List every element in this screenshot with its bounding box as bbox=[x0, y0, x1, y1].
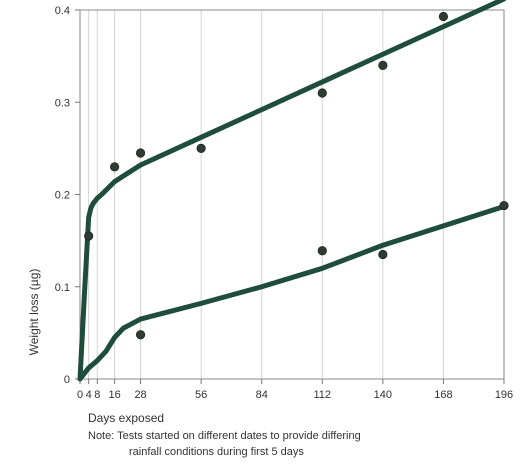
x-tick-label: 140 bbox=[374, 389, 392, 401]
data-point bbox=[499, 200, 509, 211]
x-tick-label: 0 bbox=[77, 389, 83, 401]
data-point bbox=[378, 60, 388, 70]
x-tick-label: 112 bbox=[314, 389, 332, 401]
x-tick-label: 8 bbox=[94, 389, 100, 401]
data-point bbox=[135, 148, 146, 158]
y-tick-label: 0 bbox=[64, 374, 70, 386]
data-point bbox=[196, 143, 206, 153]
data-point bbox=[317, 88, 327, 98]
y-tick-label: 0.4 bbox=[55, 5, 70, 17]
y-axis-title: Weight loss (µg) bbox=[27, 269, 41, 356]
data-point bbox=[317, 246, 327, 256]
x-tick-label: 4 bbox=[86, 389, 92, 401]
x-tick-label: 168 bbox=[434, 389, 452, 401]
y-tick-label: 0.2 bbox=[55, 190, 70, 202]
series-layer bbox=[77, 0, 509, 382]
data-point bbox=[84, 231, 94, 241]
x-tick-label: 28 bbox=[134, 389, 146, 401]
series-line-2 bbox=[77, 203, 507, 382]
x-tick-label: 196 bbox=[495, 389, 513, 401]
data-point bbox=[135, 330, 146, 340]
x-tick-label: 56 bbox=[195, 389, 207, 401]
y-tick-label: 0.1 bbox=[55, 282, 70, 294]
x-tick-label: 84 bbox=[256, 389, 268, 401]
note-line-1: Note: Tests started on different dates t… bbox=[88, 430, 361, 442]
plot-frame bbox=[79, 9, 505, 380]
data-point bbox=[378, 249, 388, 260]
grid-layer bbox=[88, 10, 444, 379]
x-axis-ticks: 0 4 8 16 28 56 84 112 140 168 196 bbox=[77, 379, 513, 401]
y-tick-label: 0.3 bbox=[55, 97, 70, 109]
data-point bbox=[110, 162, 120, 172]
x-tick-label: 16 bbox=[108, 389, 120, 401]
y-axis-ticks: 0 0.1 0.2 0.3 0.4 bbox=[55, 5, 80, 386]
x-axis-title: Days exposed bbox=[88, 411, 164, 425]
series-line-1 bbox=[77, 0, 507, 382]
note-line-2: rainfall conditions during first 5 days bbox=[129, 446, 304, 458]
data-point bbox=[438, 11, 449, 22]
